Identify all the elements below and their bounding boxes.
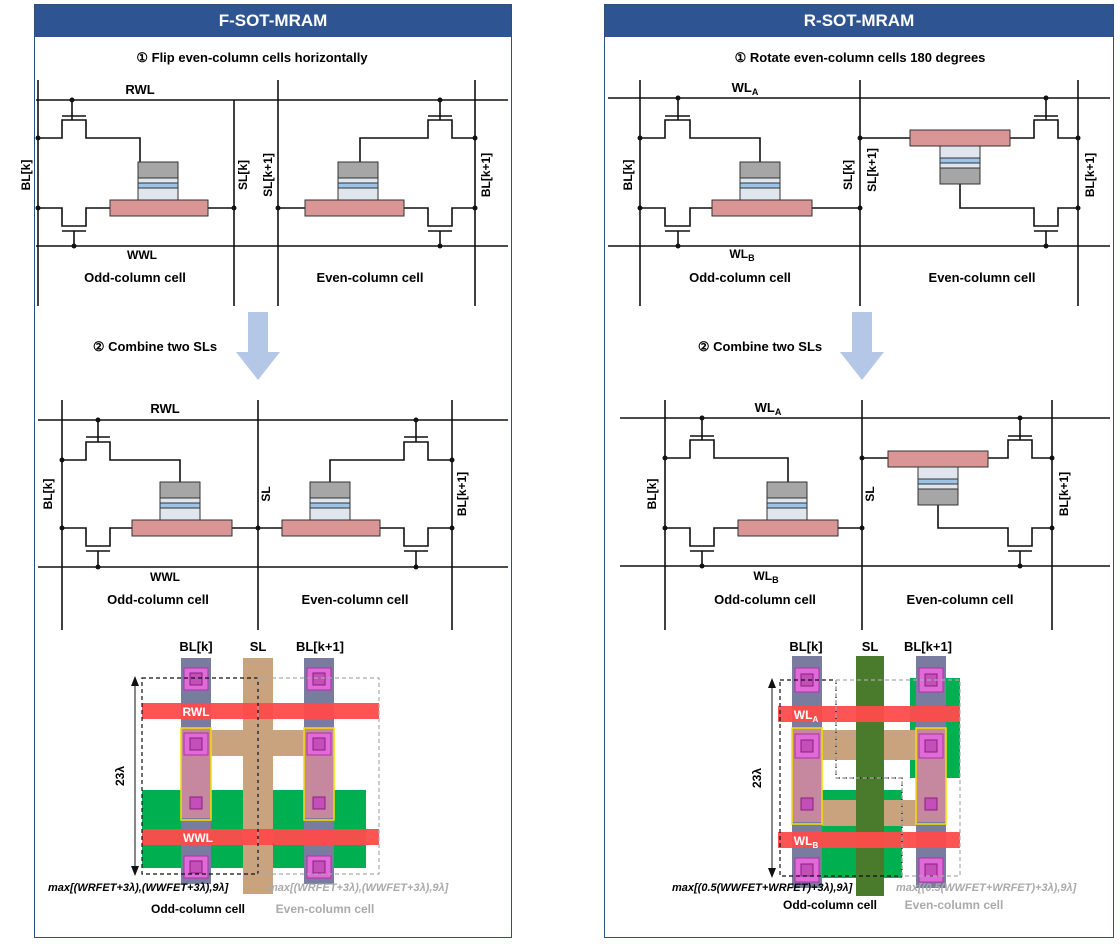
right-top-wla: WLA (732, 80, 759, 97)
left-bottom-even-mtj (309, 481, 351, 521)
right-bottom-dots (662, 415, 1055, 569)
right-top-wlb: WLB (729, 247, 755, 263)
right-bottom-even-mtj (917, 466, 959, 506)
right-bottom-wla: WLA (755, 400, 782, 417)
left-bottom-even-sot-channel (281, 519, 381, 537)
left-bottom-odd-mtj (159, 481, 201, 521)
right-bottom-odd-mtj (766, 481, 808, 521)
left-layout-blk: BL[k] (179, 639, 212, 654)
left-layout-wwl: WWL (183, 831, 213, 845)
right-top-even-mtj (939, 145, 981, 185)
right-down-arrow (840, 312, 884, 380)
right-layout (768, 656, 961, 896)
left-layout-odd-label: Odd-column cell (151, 902, 245, 916)
right-bottom-even-sot-channel (887, 450, 989, 468)
left-bottom-rwl: RWL (150, 401, 179, 416)
left-top-slk: SL[k] (236, 160, 250, 190)
left-top-dots (35, 97, 478, 249)
right-formula-even: max[(0.5(WWFET+WRFET)+3λ),9λ] (896, 882, 1077, 894)
right-layout-odd-label: Odd-column cell (783, 898, 877, 912)
right-top-even-label: Even-column cell (929, 270, 1036, 285)
left-step2: ② Combine two SLs (93, 339, 217, 354)
right-top-dots (637, 95, 1081, 249)
right-layout-wla: WLA (794, 708, 819, 724)
left-bottom-schematic (38, 400, 508, 630)
left-bottom-odd-label: Odd-column cell (107, 592, 209, 607)
left-bottom-blk: BL[k] (41, 479, 55, 510)
left-layout (131, 658, 380, 894)
left-bottom-wwl: WWL (150, 570, 180, 584)
left-top-even-label: Even-column cell (317, 270, 424, 285)
left-layout-blk1: BL[k+1] (296, 639, 344, 654)
right-step1: ① Rotate even-column cells 180 degrees (735, 50, 986, 65)
left-bottom-sl: SL (259, 486, 273, 501)
left-step1: ① Flip even-column cells horizontally (136, 50, 368, 65)
right-top-odd-mtj (739, 161, 781, 201)
left-panel-title: F-SOT-MRAM (35, 5, 511, 37)
left-layout-sl: SL (250, 639, 267, 654)
right-layout-height: 23λ (750, 768, 764, 788)
right-bottom-wlb: WLB (753, 569, 779, 585)
right-layout-even-label: Even-column cell (905, 898, 1004, 912)
left-layout-rwl: RWL (182, 705, 209, 719)
left-bottom-even-label: Even-column cell (302, 592, 409, 607)
right-top-slk: SL[k] (841, 160, 855, 190)
right-top-odd-sot-channel (711, 199, 813, 217)
right-top-slk1: SL[k+1] (865, 148, 879, 192)
right-bottom-odd-sot-channel (737, 519, 839, 537)
left-top-odd-sot-channel (109, 199, 209, 217)
left-layout-even-label: Even-column cell (276, 902, 375, 916)
left-top-odd-mtj (137, 161, 179, 201)
right-top-even-sot-channel (909, 129, 1011, 147)
right-panel-title: R-SOT-MRAM (605, 5, 1113, 37)
right-step2: ② Combine two SLs (698, 339, 822, 354)
right-bottom-odd-label: Odd-column cell (714, 592, 816, 607)
right-layout-sl: SL (862, 639, 879, 654)
left-top-even-sot-channel (304, 199, 405, 217)
left-top-blk1: BL[k+1] (479, 153, 493, 197)
right-formula-odd: max[(0.5(WWFET+WRFET)+3λ),9λ] (672, 882, 853, 894)
left-top-rwl: RWL (125, 82, 154, 97)
left-layout-height: 23λ (113, 766, 127, 786)
left-formula-even: max[(WRFET+3λ),(WWFET+3λ),9λ] (268, 882, 449, 894)
right-bottom-even-label: Even-column cell (907, 592, 1014, 607)
right-bottom-blk1: BL[k+1] (1057, 472, 1071, 516)
left-top-even-mtj (337, 161, 379, 201)
left-top-blk: BL[k] (19, 160, 33, 191)
right-layout-wlb: WLB (794, 834, 819, 850)
right-top-blk1: BL[k+1] (1083, 153, 1097, 197)
left-bottom-odd-sot-channel (131, 519, 233, 537)
left-bottom-blk1: BL[k+1] (455, 472, 469, 516)
right-bottom-schematic (620, 400, 1110, 630)
right-top-odd-label: Odd-column cell (689, 270, 791, 285)
right-layout-blk: BL[k] (789, 639, 822, 654)
right-layout-blk1: BL[k+1] (904, 639, 952, 654)
left-down-arrow (236, 312, 280, 380)
left-bottom-dots (59, 417, 455, 570)
right-bottom-sl: SL (863, 486, 877, 501)
left-top-slk1: SL[k+1] (261, 153, 275, 197)
left-formula-odd: max[(WRFET+3λ),(WWFET+3λ),9λ] (48, 882, 229, 894)
left-top-schematic (36, 80, 508, 306)
left-top-wwl: WWL (127, 248, 157, 262)
left-top-odd-label: Odd-column cell (84, 270, 186, 285)
right-bottom-blk: BL[k] (645, 479, 659, 510)
right-top-blk: BL[k] (621, 160, 635, 191)
